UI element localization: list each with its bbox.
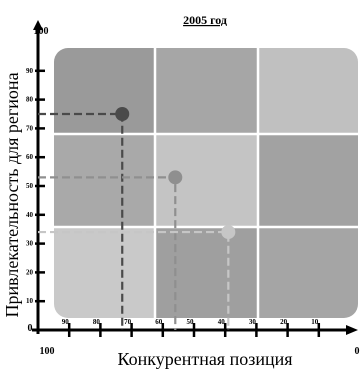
matrix-cell-0-2 bbox=[258, 48, 358, 134]
y-tick-label-70: 70 bbox=[26, 124, 34, 132]
matrix-cell-2-0 bbox=[54, 227, 155, 318]
point-leader-2 bbox=[38, 230, 230, 330]
x-tick-label-60: 60 bbox=[155, 318, 163, 326]
y-axis-arrow bbox=[33, 20, 43, 30]
y-tick-label-80: 80 bbox=[26, 96, 34, 104]
x-tick-label-80: 80 bbox=[93, 318, 101, 326]
x-axis-arrow bbox=[346, 325, 358, 335]
matrix-cell-0-1 bbox=[155, 48, 258, 134]
y-tick-label-90: 90 bbox=[26, 67, 34, 75]
matrix-cell-0-0 bbox=[54, 48, 155, 134]
matrix-cell-2-2 bbox=[258, 227, 358, 318]
x-tick-label-40: 40 bbox=[218, 318, 226, 326]
x-end-label-right: 0 bbox=[355, 346, 360, 357]
y-ticks: 10 20 30 40 50 60 70 80 90 bbox=[26, 67, 45, 305]
matrix-cells bbox=[54, 48, 358, 318]
cell-group bbox=[54, 48, 358, 318]
data-point-1 bbox=[168, 170, 183, 185]
x-end-label-left: 100 bbox=[40, 346, 55, 357]
x-axis-label: Конкурентная позиция bbox=[117, 349, 292, 369]
x-tick-label-90: 90 bbox=[62, 318, 70, 326]
y-tick-label-20: 20 bbox=[26, 268, 34, 276]
y-tick-label-30: 30 bbox=[26, 240, 34, 248]
x-tick-label-70: 70 bbox=[124, 318, 132, 326]
data-points bbox=[38, 107, 236, 330]
x-tick-label-10: 10 bbox=[311, 318, 319, 326]
y-end-label-top: 100 bbox=[34, 26, 49, 37]
y-axis-label: Привлекательность для региона bbox=[2, 72, 22, 317]
data-point-2 bbox=[221, 225, 236, 240]
matrix-cell-1-2 bbox=[258, 134, 358, 227]
x-tick-label-30: 30 bbox=[249, 318, 257, 326]
y-end-label-bottom: 0 bbox=[28, 323, 33, 334]
x-tick-label-20: 20 bbox=[280, 318, 288, 326]
matrix-cell-1-0 bbox=[54, 134, 155, 227]
x-ticks: 90 80 70 60 50 40 30 20 10 bbox=[62, 318, 321, 337]
y-tick-label-40: 40 bbox=[26, 211, 34, 219]
y-tick-label-60: 60 bbox=[26, 153, 34, 161]
y-tick-label-10: 10 bbox=[26, 297, 34, 305]
x-tick-label-50: 50 bbox=[187, 318, 195, 326]
chart-title: 2005 год bbox=[183, 13, 227, 27]
matrix-cell-2-1 bbox=[155, 227, 258, 318]
data-point-0 bbox=[115, 107, 130, 121]
axes bbox=[32, 20, 358, 335]
y-tick-label-50: 50 bbox=[26, 182, 34, 190]
